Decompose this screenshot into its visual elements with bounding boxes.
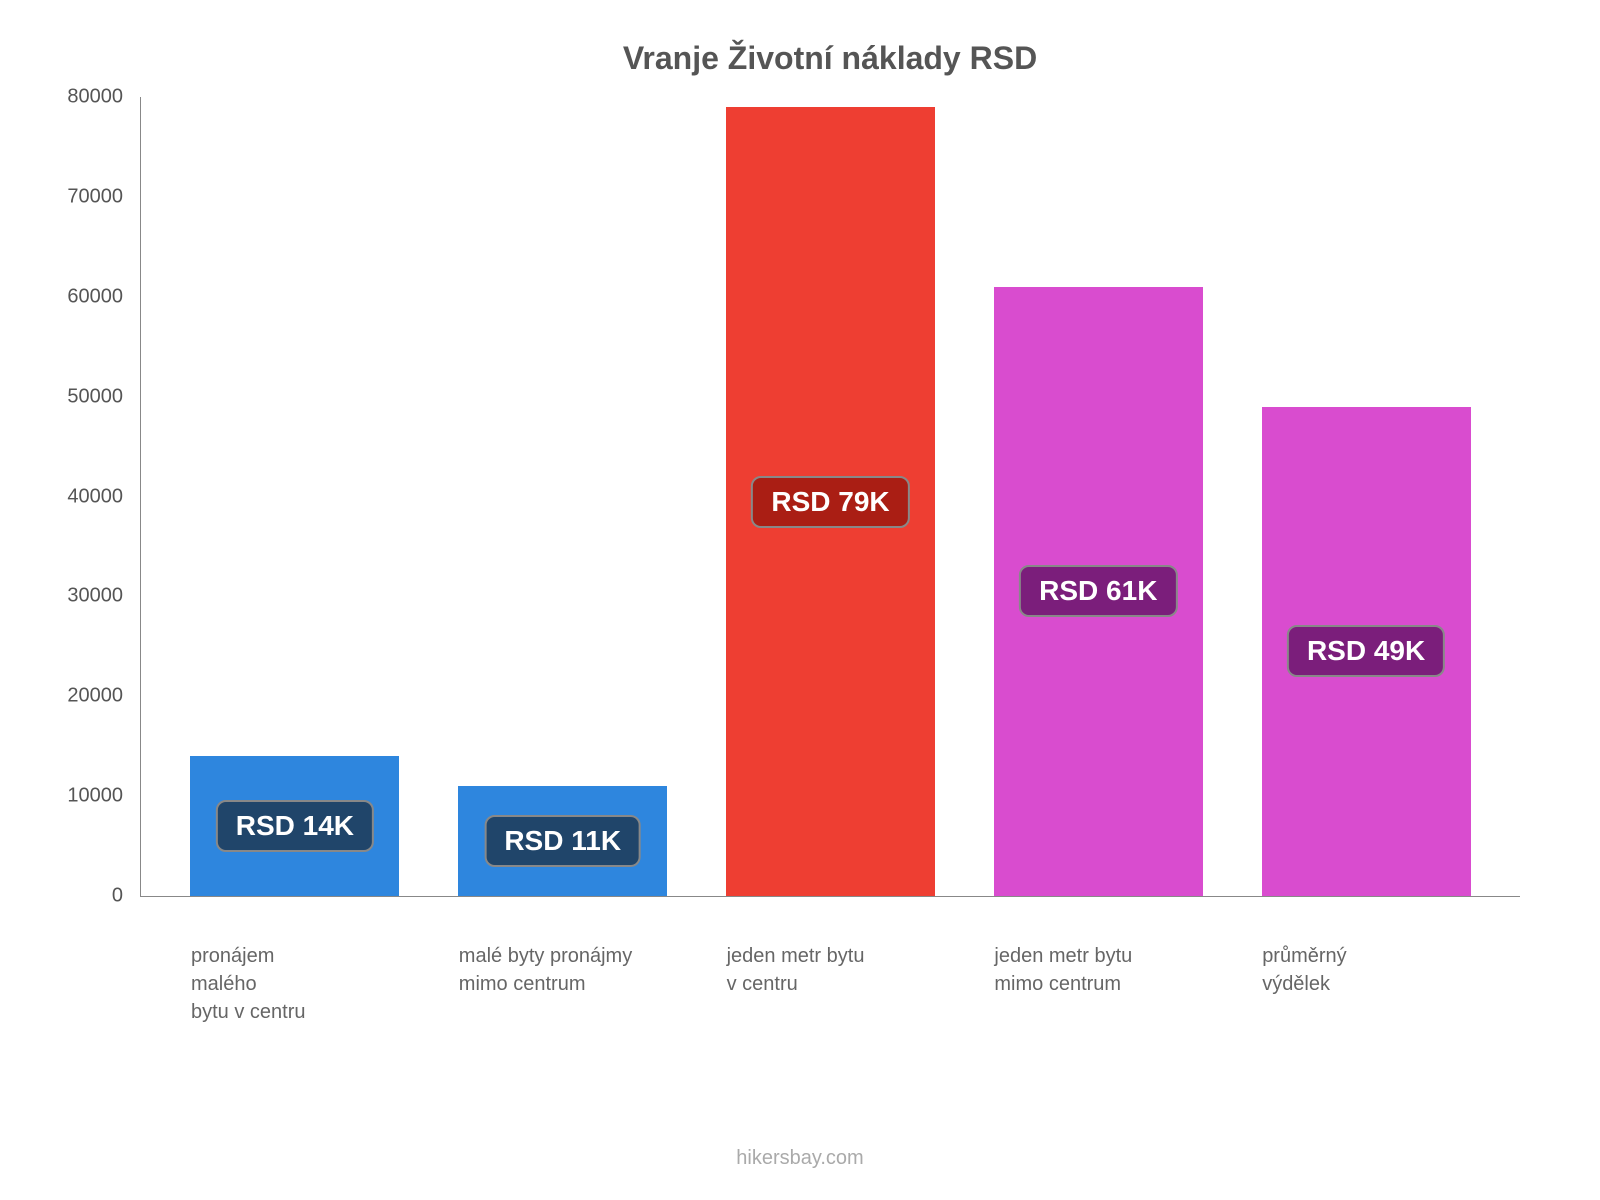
bar-slot: RSD 61K [964, 97, 1232, 896]
bar-rent-small-center: RSD 14K [190, 756, 399, 896]
bar-rent-small-outside: RSD 11K [458, 786, 667, 896]
bar-value-label: RSD 79K [751, 476, 909, 528]
x-label: jeden metr bytuv centru [697, 922, 965, 1026]
y-tick: 80000 [53, 86, 123, 109]
bar-value-label: RSD 49K [1287, 625, 1445, 677]
y-axis: 0 10000 20000 30000 40000 50000 60000 70… [61, 97, 131, 896]
bar-value-label: RSD 11K [484, 815, 641, 867]
x-axis-labels: pronájemmaléhobytu v centru malé byty pr… [141, 922, 1520, 1026]
bar-slot: RSD 79K [697, 97, 965, 896]
bar-sqm-outside: RSD 61K [994, 287, 1203, 896]
plot-area: 0 10000 20000 30000 40000 50000 60000 70… [140, 97, 1520, 897]
bar-avg-income: RSD 49K [1262, 407, 1471, 896]
bars-group: RSD 14K RSD 11K RSD 79K RSD 61K [141, 97, 1520, 896]
y-tick: 70000 [53, 185, 123, 208]
y-tick: 30000 [53, 585, 123, 608]
y-tick: 0 [53, 885, 123, 908]
y-tick: 50000 [53, 385, 123, 408]
chart-container: Vranje Životní náklady RSD 0 10000 20000… [0, 0, 1600, 1200]
x-label: malé byty pronájmymimo centrum [429, 922, 697, 1026]
bar-slot: RSD 11K [429, 97, 697, 896]
x-label: průměrnývýdělek [1232, 922, 1500, 1026]
x-label: jeden metr bytumimo centrum [964, 922, 1232, 1026]
x-label: pronájemmaléhobytu v centru [161, 922, 429, 1026]
y-tick: 60000 [53, 285, 123, 308]
y-tick: 10000 [53, 785, 123, 808]
bar-slot: RSD 49K [1232, 97, 1500, 896]
y-tick: 20000 [53, 685, 123, 708]
bar-value-label: RSD 61K [1019, 565, 1177, 617]
y-tick: 40000 [53, 485, 123, 508]
footer-credit: hikersbay.com [0, 1147, 1600, 1170]
bar-value-label: RSD 14K [216, 800, 374, 852]
bar-sqm-center: RSD 79K [726, 107, 935, 896]
chart-title: Vranje Životní náklady RSD [140, 40, 1520, 77]
bar-slot: RSD 14K [161, 97, 429, 896]
